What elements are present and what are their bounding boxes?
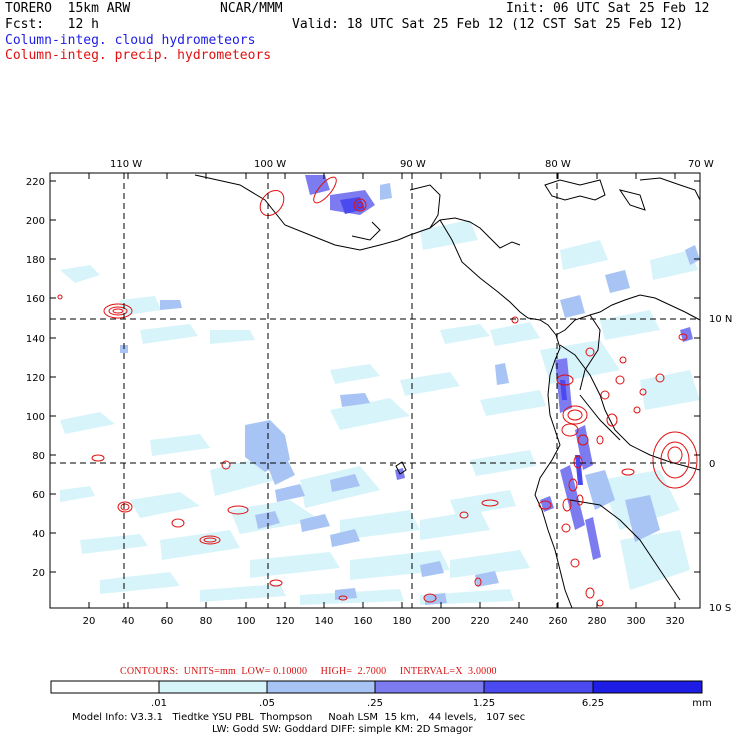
colorbar-label: .05	[259, 698, 275, 709]
x-tick-label: 220	[470, 616, 489, 627]
precip-contours	[57, 176, 698, 607]
colorbar-labels: .01 .05 .25 1.25 6.25 mm	[151, 698, 712, 709]
colorbar-bin	[374, 680, 485, 694]
x-tick-label: 40	[122, 616, 135, 627]
colorbar-bin	[158, 680, 268, 694]
lon-label: 100 W	[254, 159, 286, 170]
colorbar-bin	[592, 680, 703, 694]
x-tick-label: 60	[161, 616, 174, 627]
lon-label: 70 W	[688, 159, 714, 170]
x-tick-label: 120	[275, 616, 294, 627]
colorbar-bin	[483, 680, 594, 694]
model-info-line2: LW: Godd SW: Goddard DIFF: simple KM: 2D…	[212, 724, 473, 735]
forecast-hour: Fcst: 12 h	[5, 17, 99, 32]
y-tick-label: 40	[32, 529, 45, 540]
contour-info: CONTOURS: UNITS=mm LOW= 0.10000 HIGH= 2.…	[120, 666, 497, 677]
lat-label: 10 S	[709, 603, 731, 614]
x-tick-label: 240	[509, 616, 528, 627]
y-tick-label: 120	[26, 373, 45, 384]
colorbar-label: 1.25	[473, 698, 495, 709]
y-tick-label: 160	[26, 294, 45, 305]
colorbar	[50, 680, 703, 694]
lat-label: 10 N	[709, 314, 732, 325]
tick-marks	[50, 173, 700, 608]
lon-label: 110 W	[110, 159, 142, 170]
x-grid-labels: 20 40 60 80 100 120 140 160 180 200 220 …	[83, 616, 685, 627]
lat-label: 0	[709, 459, 715, 470]
colorbar-label: .01	[151, 698, 167, 709]
x-tick-label: 300	[626, 616, 645, 627]
lon-label: 90 W	[400, 159, 426, 170]
x-tick-label: 260	[548, 616, 567, 627]
plot-frame	[49, 172, 701, 609]
colorbar-label: 6.25	[582, 698, 604, 709]
y-tick-label: 140	[26, 334, 45, 345]
model-info-line1: Model Info: V3.3.1 Tiedtke YSU PBL Thomp…	[72, 712, 526, 723]
y-tick-label: 180	[26, 255, 45, 266]
x-tick-label: 80	[200, 616, 213, 627]
y-tick-label: 60	[32, 490, 45, 501]
field-label-cloud: Column-integ. cloud hydrometeors	[5, 33, 256, 48]
y-tick-label: 200	[26, 216, 45, 227]
y-tick-label: 80	[32, 451, 45, 462]
valid-time: Valid: 18 UTC Sat 25 Feb 12 (12 CST Sat …	[292, 17, 684, 32]
colorbar-label: .25	[367, 698, 383, 709]
x-tick-label: 140	[314, 616, 333, 627]
init-time: Init: 06 UTC Sat 25 Feb 12	[506, 1, 710, 16]
colorbar-unit: mm	[692, 698, 711, 709]
y-grid-labels: 220 200 180 160 140 120 100 80 60 40 20	[26, 177, 45, 579]
y-tick-label: 220	[26, 177, 45, 188]
cloud-hydrometeor-shading	[60, 175, 700, 605]
model-title: TORERO 15km ARW	[5, 1, 131, 16]
y-tick-label: 20	[32, 568, 45, 579]
x-tick-label: 200	[431, 616, 450, 627]
longitude-labels: 110 W 100 W 90 W 80 W 70 W	[110, 159, 714, 170]
lon-label: 80 W	[545, 159, 571, 170]
field-label-precip: Column-integ. precip. hydrometeors	[5, 48, 272, 63]
coastlines	[194, 174, 700, 608]
x-tick-label: 20	[83, 616, 96, 627]
x-tick-label: 320	[665, 616, 684, 627]
organization-label: NCAR/MMM	[220, 1, 283, 16]
x-tick-label: 160	[353, 616, 372, 627]
colorbar-bin	[50, 680, 160, 694]
latitude-labels: 10 N 0 10 S	[709, 314, 732, 614]
colorbar-bin	[266, 680, 376, 694]
x-tick-label: 180	[392, 616, 411, 627]
x-tick-label: 280	[587, 616, 606, 627]
y-tick-label: 100	[26, 412, 45, 423]
graticule	[50, 173, 700, 608]
x-tick-label: 100	[236, 616, 255, 627]
